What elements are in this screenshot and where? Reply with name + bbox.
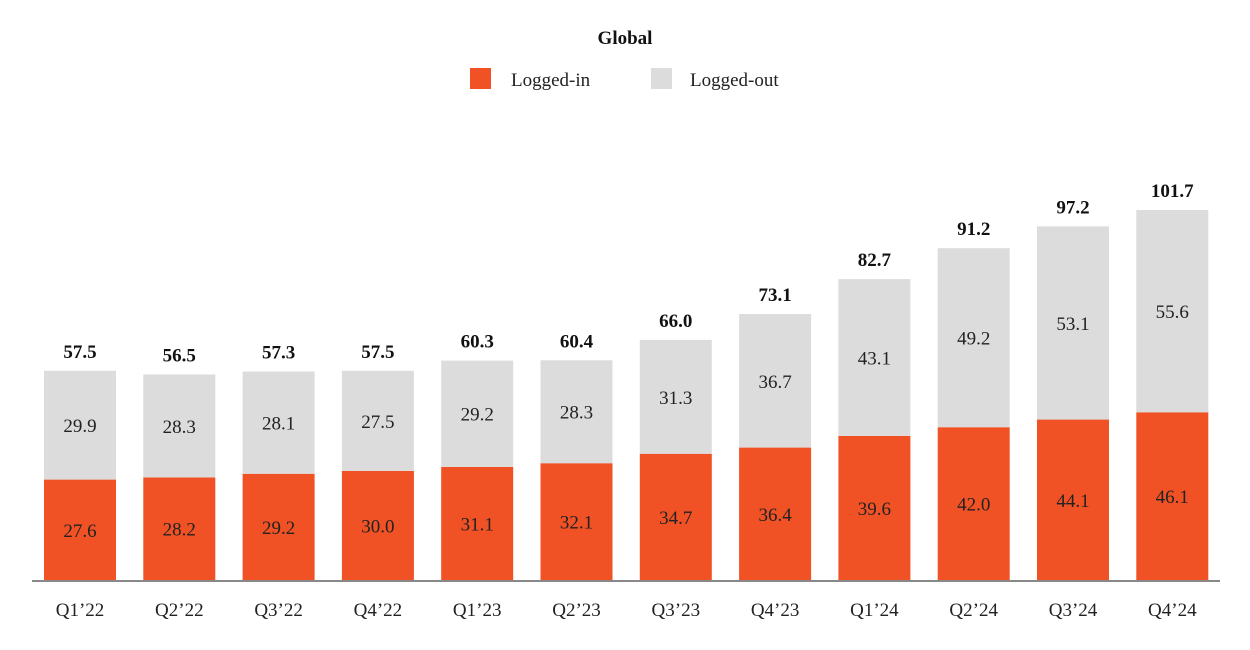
x-tick-label: Q3’22 [254,600,303,621]
bar-segment-logged-in [1136,412,1209,580]
data-label-logged-out: 53.1 [1056,314,1089,335]
x-tick-label: Q4’24 [1148,600,1197,621]
bar-segment-logged-in [838,435,911,580]
bar-segment-logged-in [1037,419,1109,580]
data-label-logged-out: 36.7 [758,372,791,393]
total-labels-group: 57.5 56.5 57.3 57.5 60.3 60.4 66.0 73.1 82.7 91.2… [63,181,1194,366]
data-label-logged-in: 36.4 [758,505,792,526]
bar-segment-logged-in [639,453,712,580]
bar-segment-logged-out [739,314,812,448]
bar-segment-logged-in [341,470,414,580]
bar-segment-logged-out [242,371,315,474]
total-label: 73.1 [758,285,791,306]
data-label-logged-in: 28.2 [163,520,196,541]
bar-segment-logged-in [44,479,116,580]
legend: Logged-in Logged-out [470,68,779,91]
data-label-logged-out: 27.5 [361,412,394,433]
data-label-logged-out: 31.3 [659,388,692,409]
data-label-logged-out: 29.2 [461,405,494,426]
x-tick-label: Q1’24 [850,600,899,621]
x-tick-label: Q2’22 [155,600,204,621]
total-label: 60.3 [461,332,494,353]
total-label: 97.2 [1056,197,1089,218]
legend-label-logged-in: Logged-in [511,70,591,91]
total-label: 60.4 [560,331,594,352]
bar-segment-logged-out [341,370,414,471]
bar-segment-logged-in [441,466,514,580]
data-label-logged-out: 28.1 [262,414,295,435]
total-label: 91.2 [957,219,990,240]
total-label: 82.7 [858,250,892,271]
x-tick-label: Q1’22 [56,600,105,621]
segment-labels-group: 27.6 29.9 28.2 28.3 29.2 28.1 30.0 27.5 31.1 29.2… [63,302,1189,542]
data-label-logged-in: 29.2 [262,518,295,539]
bars-group [44,210,1209,580]
legend-swatch-logged-out [651,68,672,89]
bar-segment-logged-in [143,477,216,580]
x-tick-label: Q4’22 [354,600,403,621]
x-tick-label: Q4’23 [751,600,800,621]
bar-segment-logged-out [1037,226,1109,420]
data-label-logged-in: 30.0 [361,516,394,537]
data-label-logged-in: 27.6 [63,521,96,542]
data-label-logged-out: 28.3 [163,417,196,438]
bar-segment-logged-in [739,447,812,580]
data-label-logged-in: 42.0 [957,495,990,516]
bar-segment-logged-out [937,248,1010,428]
total-label: 57.5 [63,342,96,363]
chart-title: Global [598,28,653,49]
x-tick-label: Q3’24 [1049,600,1098,621]
x-tick-label: Q3’23 [652,600,701,621]
data-label-logged-out: 43.1 [858,349,891,370]
bar-segment-logged-in [540,463,613,580]
total-label: 57.3 [262,343,295,364]
bar-segment-logged-in [937,427,1010,580]
data-label-logged-in: 39.6 [858,499,891,520]
x-tick-label: Q2’23 [552,600,601,621]
bar-segment-logged-out [540,360,613,464]
x-tick-labels-group: Q1’22 Q2’22 Q3’22 Q4’22 Q1’23 Q2’23 Q3’23 Q4’23… [56,600,1197,621]
total-label: 56.5 [163,345,196,366]
legend-label-logged-out: Logged-out [690,70,779,91]
bar-segment-logged-out [143,374,216,478]
bar-segment-logged-out [441,360,514,467]
data-label-logged-in: 46.1 [1156,487,1189,508]
bar-segment-logged-out [44,370,116,480]
total-label: 66.0 [659,311,692,332]
data-label-logged-in: 31.1 [461,514,494,535]
total-label: 57.5 [361,342,394,363]
data-label-logged-in: 32.1 [560,513,593,534]
bar-segment-logged-out [1136,210,1209,413]
bar-segment-logged-in [242,473,315,580]
data-label-logged-in: 34.7 [659,508,692,529]
total-label: 101.7 [1151,181,1194,202]
bar-segment-logged-out [838,279,911,436]
data-label-logged-in: 44.1 [1056,491,1089,512]
legend-swatch-logged-in [470,68,491,89]
data-label-logged-out: 55.6 [1156,302,1189,323]
x-tick-label: Q2’24 [949,600,998,621]
data-label-logged-out: 49.2 [957,329,990,350]
data-label-logged-out: 29.9 [63,416,96,437]
data-label-logged-out: 28.3 [560,403,593,424]
bar-segment-logged-out [639,339,712,454]
x-tick-label: Q1’23 [453,600,502,621]
